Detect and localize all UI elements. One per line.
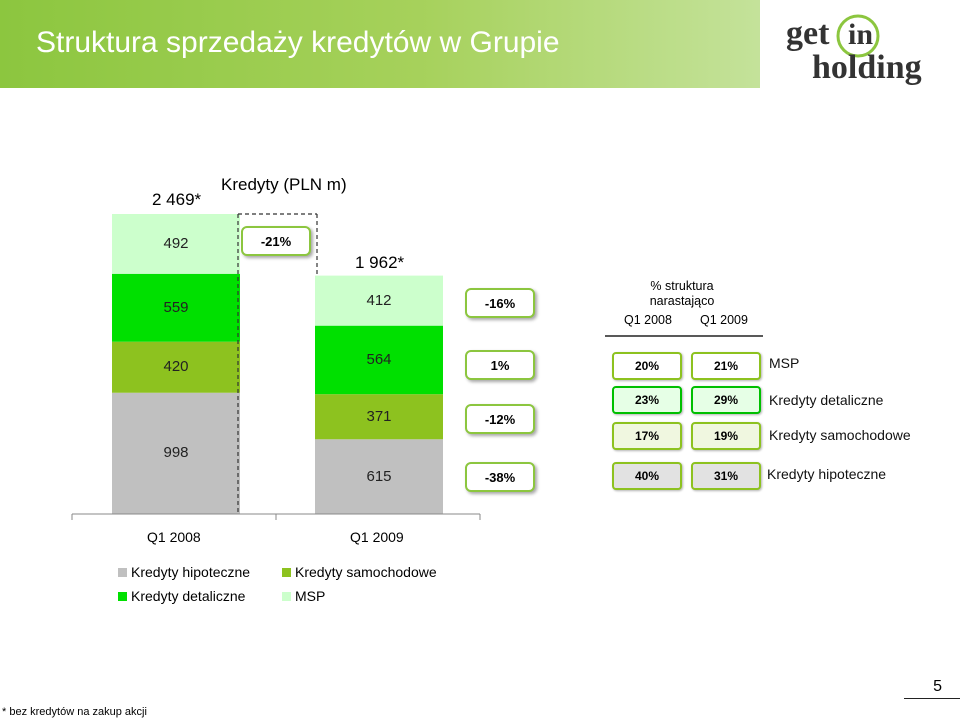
bar-segment-samochodowe-q1-2009	[315, 394, 443, 440]
legend-item-msp: MSP	[282, 588, 325, 604]
structure-samochodowe-2008: 17%	[612, 422, 682, 450]
legend-item-detaliczne: Kredyty detaliczne	[118, 588, 245, 604]
structure-hipoteczne-2008: 40%	[612, 462, 682, 490]
change-badge-samochodowe: -12%	[465, 404, 535, 434]
bar-segment-msp-q1-2008	[112, 214, 240, 274]
structure-heading: % struktura narastająco	[649, 279, 715, 308]
bar-segment-msp-q1-2009	[315, 275, 443, 326]
structure-msp-2009: 21%	[691, 352, 761, 380]
structure-label-samochodowe: Kredyty samochodowe	[769, 427, 911, 443]
bar-segment-detaliczne-q1-2008	[112, 273, 240, 342]
data-label-detaliczne-q1-2009: 564	[366, 350, 392, 368]
change-badge-hipoteczne: -38%	[465, 462, 535, 492]
header-bar	[0, 0, 760, 88]
data-label-samochodowe-q1-2009: 371	[366, 407, 392, 425]
legend-item-hipoteczne: Kredyty hipoteczne	[118, 564, 250, 580]
structure-hipoteczne-2009: 31%	[691, 462, 761, 490]
data-label-hipoteczne-q1-2009: 615	[366, 467, 392, 485]
structure-label-msp: MSP	[769, 355, 800, 371]
structure-label-detaliczne: Kredyty detaliczne	[769, 392, 884, 408]
x-tick-label-q1-2009: Q1 2009	[350, 529, 404, 545]
legend-swatch-detaliczne	[118, 591, 127, 601]
page-number-box: 5	[904, 676, 960, 699]
structure-msp-2008: 20%	[612, 352, 682, 380]
structure-samochodowe-2009: 19%	[691, 422, 761, 450]
change-badge-detaliczne: 1%	[465, 350, 535, 380]
bar-segment-samochodowe-q1-2008	[112, 341, 240, 393]
chart-title: Kredyty (PLN m)	[221, 175, 347, 194]
bar-segment-hipoteczne-q1-2008	[112, 392, 240, 514]
bar-segment-detaliczne-q1-2009	[315, 325, 443, 395]
total-label-q1-2008: 2 469*	[152, 190, 202, 209]
structure-detaliczne-2009: 29%	[691, 386, 761, 414]
total-change-badge: -21%	[241, 226, 311, 256]
structure-label-hipoteczne: Kredyty hipoteczne	[767, 466, 887, 482]
data-label-samochodowe-q1-2008: 420	[163, 358, 189, 376]
bar-segment-hipoteczne-q1-2009	[315, 439, 443, 514]
svg-text:in: in	[848, 18, 873, 51]
structure-detaliczne-2008: 23%	[612, 386, 682, 414]
footnote: * bez kredytów na zakup akcji	[2, 706, 147, 718]
legend-swatch-samochodowe	[282, 567, 291, 577]
legend-item-samochodowe: Kredyty samochodowe	[282, 564, 437, 580]
svg-text:holding: holding	[812, 49, 922, 86]
change-badge-msp: -16%	[465, 288, 535, 318]
structure-col-q1-2008: Q1 2008	[624, 313, 672, 327]
page-number: 5	[933, 678, 942, 695]
data-label-msp-q1-2009: 412	[366, 291, 392, 309]
svg-text:get: get	[786, 15, 830, 52]
page-title: Struktura sprzedaży kredytów w Grupie	[36, 26, 560, 59]
data-label-hipoteczne-q1-2008: 998	[163, 444, 189, 462]
data-label-msp-q1-2008: 492	[163, 234, 189, 252]
x-tick-label-q1-2008: Q1 2008	[147, 529, 201, 545]
legend-swatch-hipoteczne	[118, 567, 127, 577]
data-label-detaliczne-q1-2008: 559	[163, 298, 189, 316]
structure-col-q1-2009: Q1 2009	[700, 313, 748, 327]
legend-swatch-msp	[282, 591, 291, 601]
total-label-q1-2009: 1 962*	[355, 253, 405, 272]
getin-holding-logo: get in holding	[786, 14, 922, 86]
